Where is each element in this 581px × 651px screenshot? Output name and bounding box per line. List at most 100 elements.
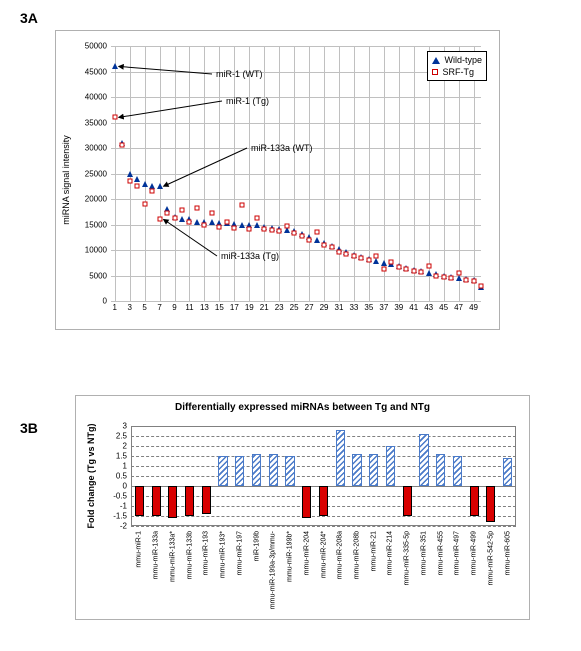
panel-3b-bar: [503, 458, 512, 486]
panel-3a-xtick: 39: [394, 303, 403, 312]
panel-a-label: 3A: [20, 10, 38, 26]
panel-3a-xtick: 1: [113, 303, 117, 312]
panel-3a-ytick: 10000: [85, 246, 107, 255]
gridline-h: [131, 516, 516, 517]
panel-3a-ytick: 40000: [85, 93, 107, 102]
panel-3a-xtick: 43: [424, 303, 433, 312]
panel-3b-category-label: mmu-miR-499: [471, 531, 478, 575]
panel-3b-ytick: -2: [120, 522, 127, 531]
panel-3b-bar: [352, 454, 361, 486]
panel-3b-category-label: mmu-miR-351: [420, 531, 427, 575]
panel-b-label: 3B: [20, 420, 38, 436]
panel-3a-annotation: miR-133a (WT): [251, 143, 313, 153]
panel-3b-category-label: mmu-miR-455: [437, 531, 444, 575]
panel-3a-xtick: 27: [305, 303, 314, 312]
panel-3a-ytick: 45000: [85, 67, 107, 76]
panel-3a-xtick: 37: [379, 303, 388, 312]
panel-3b-category-label: mmu-miR-542-5p: [487, 531, 494, 585]
panel-3b-ytick: 1: [123, 462, 127, 471]
panel-3a-annotation: miR-133a (Tg): [221, 251, 279, 261]
panel-3a-xtick: 49: [469, 303, 478, 312]
panel-3a: miRNA signal intensity 05000100001500020…: [55, 30, 500, 330]
panel-3b-category-label: mmu-miR-204*: [320, 531, 327, 578]
panel-3b-ytick: -0.5: [113, 492, 127, 501]
panel-3a-xtick: 31: [335, 303, 344, 312]
panel-3b-ytick: 2: [123, 442, 127, 451]
panel-3a-xtick: 17: [230, 303, 239, 312]
panel-3b-category-label: mmu-miR-199b*: [287, 531, 294, 582]
panel-3a-xtick: 33: [349, 303, 358, 312]
panel-3b-bar: [336, 430, 345, 486]
panel-3b-bar: [135, 486, 144, 516]
panel-3b-bar: [319, 486, 328, 516]
panel-3a-xtick: 35: [364, 303, 373, 312]
panel-3b-bar: [453, 456, 462, 486]
panel-3a-xtick: 45: [439, 303, 448, 312]
panel-3a-xtick: 21: [260, 303, 269, 312]
panel-3b-category-label: mmu-miR-605: [504, 531, 511, 575]
square-marker-icon: [432, 69, 438, 75]
panel-3b-category-label: mmu-miR-133a*: [169, 531, 176, 582]
panel-3b-plot-area: -2-1.5-1-0.500.511.522.53mmu-miR-1mmu-mi…: [131, 426, 516, 526]
panel-3b-ytick: 3: [123, 422, 127, 431]
panel-3a-ytick: 30000: [85, 144, 107, 153]
panel-3a-xtick: 11: [185, 303, 193, 312]
panel-3b-bar: [218, 456, 227, 486]
panel-3b-bar: [302, 486, 311, 518]
panel-3a-xtick: 7: [157, 303, 161, 312]
panel-3a-xtick: 5: [142, 303, 146, 312]
panel-3b-title: Differentially expressed miRNAs between …: [76, 402, 529, 413]
panel-3b-category-label: mmu-miR-193*: [220, 531, 227, 578]
legend-label-srf: SRF-Tg: [442, 66, 474, 78]
legend-label-wt: Wild-type: [444, 54, 482, 66]
gridline-h: [111, 301, 481, 302]
panel-3b-category-label: miR-199b: [253, 531, 260, 561]
panel-3b-ytick: 2.5: [116, 432, 127, 441]
panel-3a-annotation-arrows: [111, 46, 481, 301]
panel-3b-bar: [436, 454, 445, 486]
panel-3b-category-label: mmu-miR-208b: [353, 531, 360, 579]
panel-3a-legend: Wild-type SRF-Tg: [427, 51, 487, 81]
panel-3b-category-label: mmu-miR-1: [136, 531, 143, 568]
panel-3a-ytick: 35000: [85, 118, 107, 127]
legend-item-srf: SRF-Tg: [432, 66, 482, 78]
panel-3b-bar: [386, 446, 395, 486]
panel-3a-xtick: 19: [245, 303, 254, 312]
panel-3a-ytick: 20000: [85, 195, 107, 204]
panel-3a-annotation: miR-1 (Tg): [226, 96, 269, 106]
panel-3b-bar: [185, 486, 194, 516]
panel-3b-category-label: mmu-miR-214: [387, 531, 394, 575]
panel-3b-bar: [152, 486, 161, 516]
panel-3a-ytick: 5000: [89, 271, 107, 280]
panel-3a-xtick: 15: [215, 303, 224, 312]
panel-3b-category-label: mmu-miR-197: [236, 531, 243, 575]
triangle-marker-icon: [432, 57, 440, 64]
panel-3b-ytick: 0: [123, 482, 127, 491]
panel-3a-ylabel: miRNA signal intensity: [61, 135, 71, 225]
panel-3b-category-label: mmu-miR-497: [454, 531, 461, 575]
panel-3a-xtick: 3: [127, 303, 131, 312]
panel-3b-bar: [403, 486, 412, 516]
page-root: 3A 3B miRNA signal intensity 0 5000 10000 1…: [0, 0, 581, 651]
panel-3b-bar: [419, 434, 428, 486]
legend-item-wt: Wild-type: [432, 54, 482, 66]
panel-3b-bar: [168, 486, 177, 518]
gridline-h: [131, 436, 516, 437]
panel-3a-ytick: 15000: [85, 220, 107, 229]
panel-3a-xtick: 29: [320, 303, 329, 312]
panel-3b-category-label: mmu-miR-199a-3p/mmu-: [270, 531, 277, 609]
panel-3b-category-label: mmu-miR-133b: [186, 531, 193, 579]
panel-3b-category-label: mmu-miR-335-5p: [404, 531, 411, 585]
gridline-h: [131, 446, 516, 447]
panel-3b-bar: [235, 456, 244, 486]
gridline-h: [131, 526, 516, 527]
panel-3b-ytick: 0.5: [116, 472, 127, 481]
panel-3a-ytick: 25000: [85, 169, 107, 178]
panel-3a-xtick: 13: [200, 303, 209, 312]
panel-3a-xtick: 41: [409, 303, 418, 312]
panel-3b-bar: [252, 454, 261, 486]
panel-3b-ytick: -1: [120, 502, 127, 511]
panel-3b-ylabel: Fold change (Tg vs NTg): [86, 424, 96, 529]
panel-3b-category-label: mmu-miR-133a: [153, 531, 160, 579]
panel-3b: Differentially expressed miRNAs between …: [75, 395, 530, 620]
